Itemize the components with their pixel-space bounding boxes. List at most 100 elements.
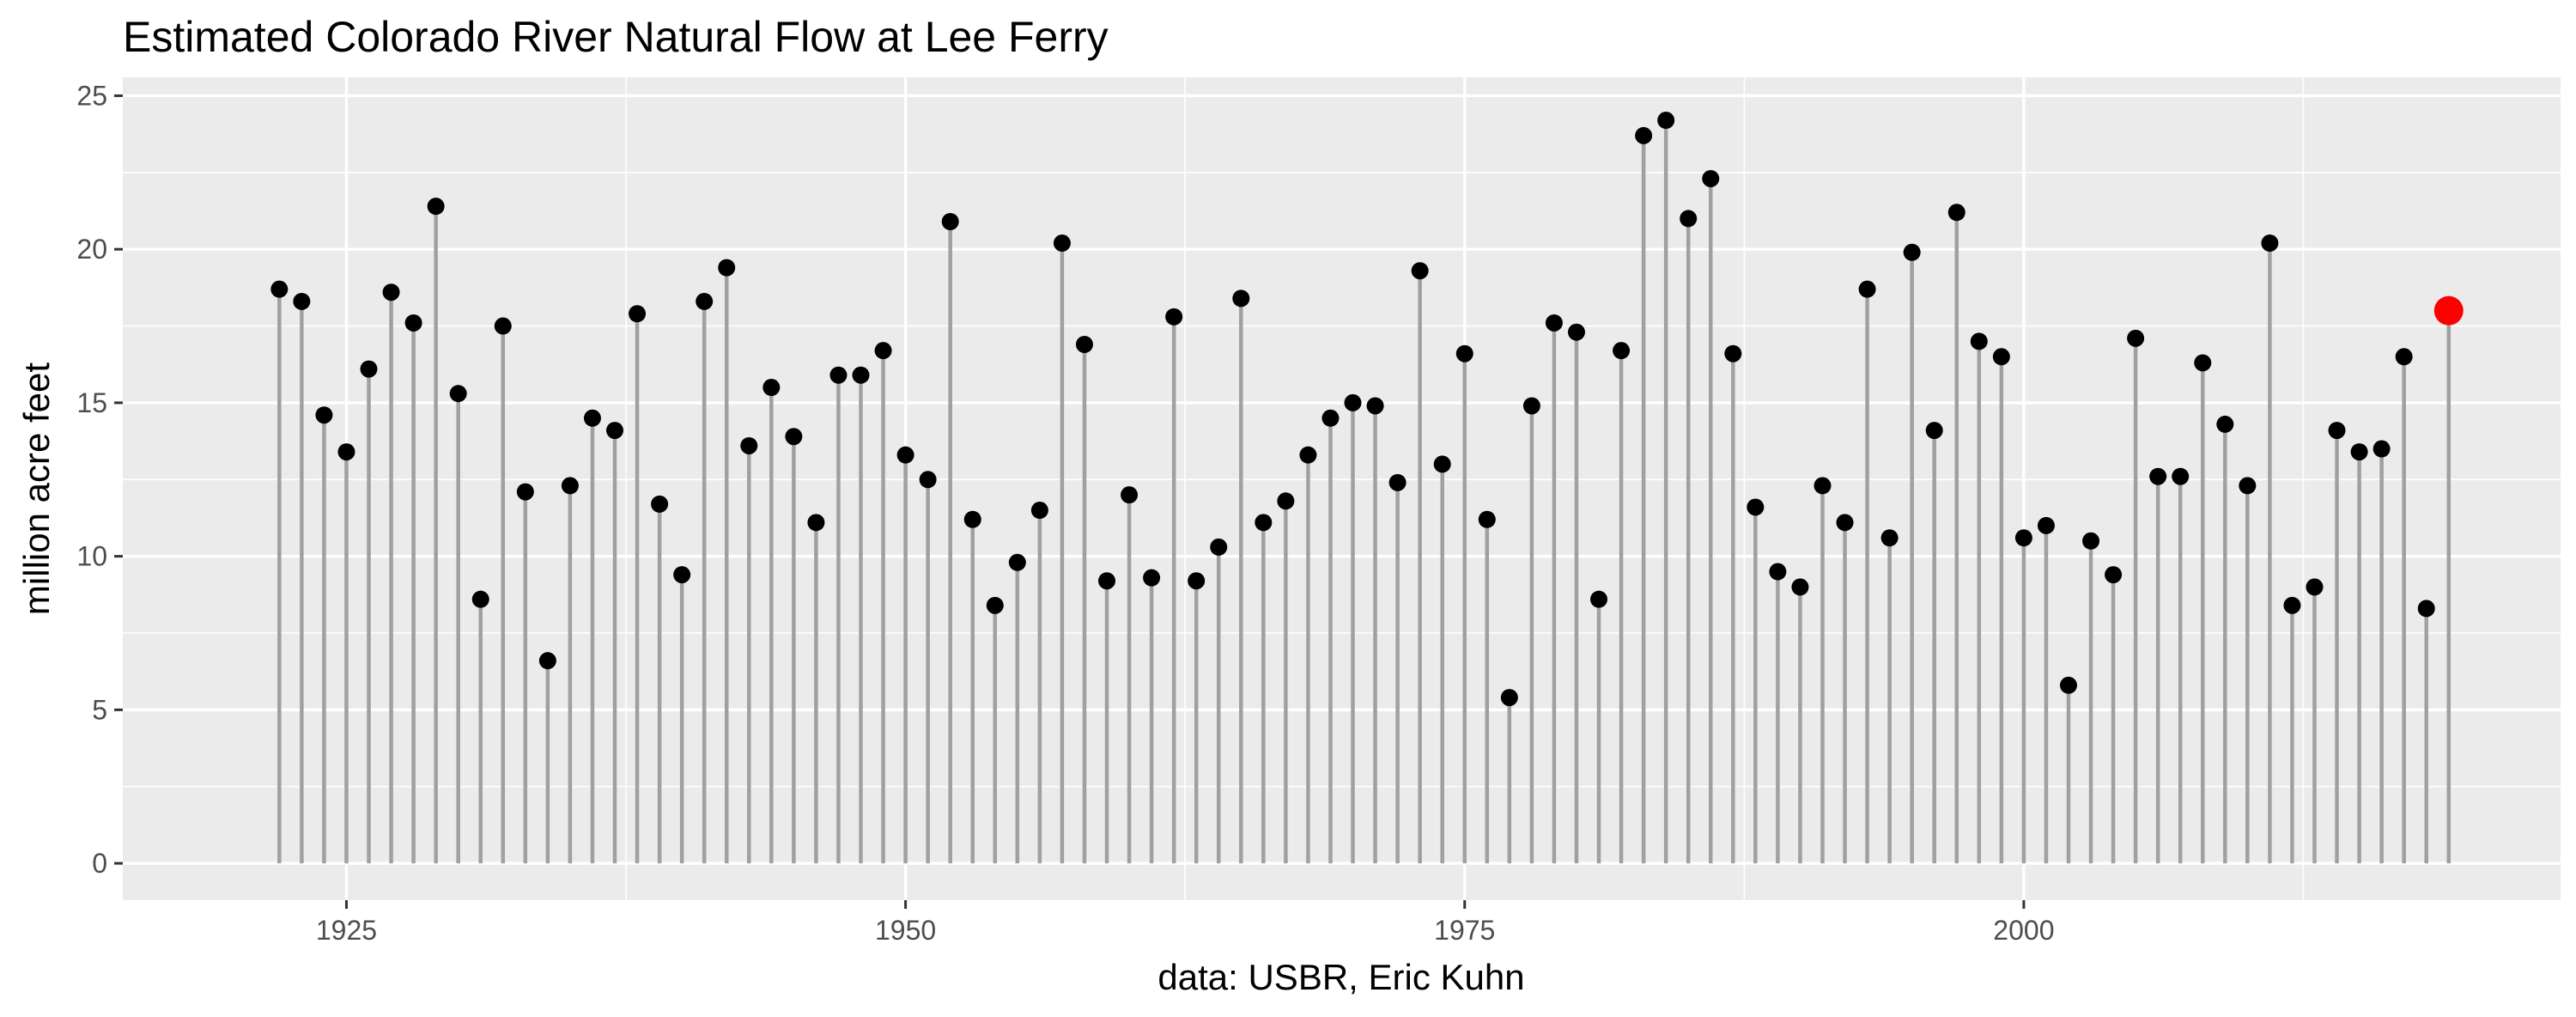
data-point <box>874 342 892 360</box>
x-tick-label: 1975 <box>1434 915 1495 946</box>
data-point <box>2239 477 2257 495</box>
data-point <box>270 280 289 298</box>
data-point <box>740 436 758 454</box>
data-point <box>2172 467 2190 485</box>
data-point <box>538 652 556 670</box>
data-point <box>1791 578 1809 596</box>
data-point <box>1747 498 1765 516</box>
data-point <box>2350 443 2368 461</box>
data-point <box>963 510 981 528</box>
data-point <box>629 305 647 323</box>
data-point <box>1880 529 1899 547</box>
data-point <box>1188 572 1206 590</box>
data-point <box>1255 514 1273 532</box>
data-point <box>2306 578 2324 596</box>
data-point <box>516 483 534 501</box>
data-point <box>1366 397 1384 415</box>
data-point <box>852 366 870 384</box>
data-point <box>762 379 781 397</box>
data-point <box>293 292 311 310</box>
data-point <box>1500 689 1518 707</box>
data-points <box>270 112 2464 707</box>
y-tick-label: 5 <box>92 694 107 725</box>
data-point <box>1165 308 1183 326</box>
data-point <box>1098 572 1116 590</box>
data-point <box>896 446 914 464</box>
data-point <box>1613 342 1631 360</box>
data-point <box>1522 397 1540 415</box>
data-point <box>1210 538 1228 556</box>
x-tick-label: 1925 <box>316 915 377 946</box>
data-point <box>561 477 579 495</box>
data-point <box>1635 126 1653 144</box>
tick-labels: 0 5 10 15 20 25 1925 1950 1975 2000 <box>76 80 2054 946</box>
data-point <box>2082 532 2100 550</box>
data-point <box>2283 596 2301 614</box>
data-point <box>1411 262 1429 280</box>
data-point <box>941 213 959 231</box>
data-point <box>1143 569 1161 587</box>
data-point <box>651 495 669 513</box>
data-point <box>696 292 714 310</box>
data-point <box>606 422 624 440</box>
y-axis-title: million acre feet <box>16 362 57 615</box>
data-point <box>360 360 378 378</box>
data-point <box>2127 329 2145 347</box>
highlight-point <box>2433 295 2464 326</box>
y-tick-label: 0 <box>92 848 107 879</box>
data-point <box>1590 590 1608 608</box>
stem-lines <box>277 120 2451 864</box>
data-point <box>2328 422 2346 440</box>
data-point <box>673 566 691 584</box>
data-point <box>1814 477 1832 495</box>
data-point <box>718 259 736 277</box>
data-point <box>1970 332 1988 350</box>
data-point <box>919 471 937 489</box>
data-point <box>2261 234 2279 253</box>
data-point <box>1925 422 1943 440</box>
y-tick-label: 25 <box>76 80 107 111</box>
data-point <box>583 409 601 427</box>
data-point <box>1903 243 1921 261</box>
data-point <box>1545 314 1563 332</box>
data-point <box>1277 492 1295 510</box>
y-tick-label: 10 <box>76 541 107 572</box>
x-axis-title: data: USBR, Eric Kuhn <box>1157 957 1524 997</box>
data-point <box>2372 440 2391 458</box>
y-tick-label: 15 <box>76 387 107 418</box>
data-point <box>986 596 1004 614</box>
x-tick-label: 2000 <box>1993 915 2054 946</box>
data-point <box>2417 600 2435 618</box>
data-point <box>1075 335 1093 353</box>
data-point <box>1769 563 1787 581</box>
data-point <box>1388 473 1406 491</box>
data-point <box>2059 676 2077 694</box>
data-point <box>1992 348 2010 366</box>
x-tick-label: 1950 <box>875 915 936 946</box>
data-point <box>829 366 848 384</box>
data-point <box>1657 112 1675 130</box>
plot-panel <box>123 77 2561 900</box>
data-point <box>315 406 333 424</box>
data-point <box>2105 566 2123 584</box>
data-point <box>2194 354 2212 372</box>
data-point <box>1702 169 1720 187</box>
data-point <box>1724 344 1742 362</box>
data-point <box>1478 510 1496 528</box>
data-point <box>1030 502 1048 520</box>
data-point <box>382 283 400 301</box>
axis-ticks <box>114 94 2026 909</box>
data-point <box>1053 234 1071 253</box>
data-point <box>2149 467 2167 485</box>
data-point <box>1008 553 1026 571</box>
minor-gridlines <box>123 77 2561 900</box>
data-point <box>2395 348 2413 366</box>
data-point <box>1455 344 1473 362</box>
data-point <box>1858 280 1876 298</box>
data-point <box>2014 529 2032 547</box>
chart-title: Estimated Colorado River Natural Flow at… <box>123 13 1109 61</box>
data-point <box>1232 289 1250 308</box>
data-point <box>427 198 445 216</box>
data-point <box>1567 323 1585 341</box>
